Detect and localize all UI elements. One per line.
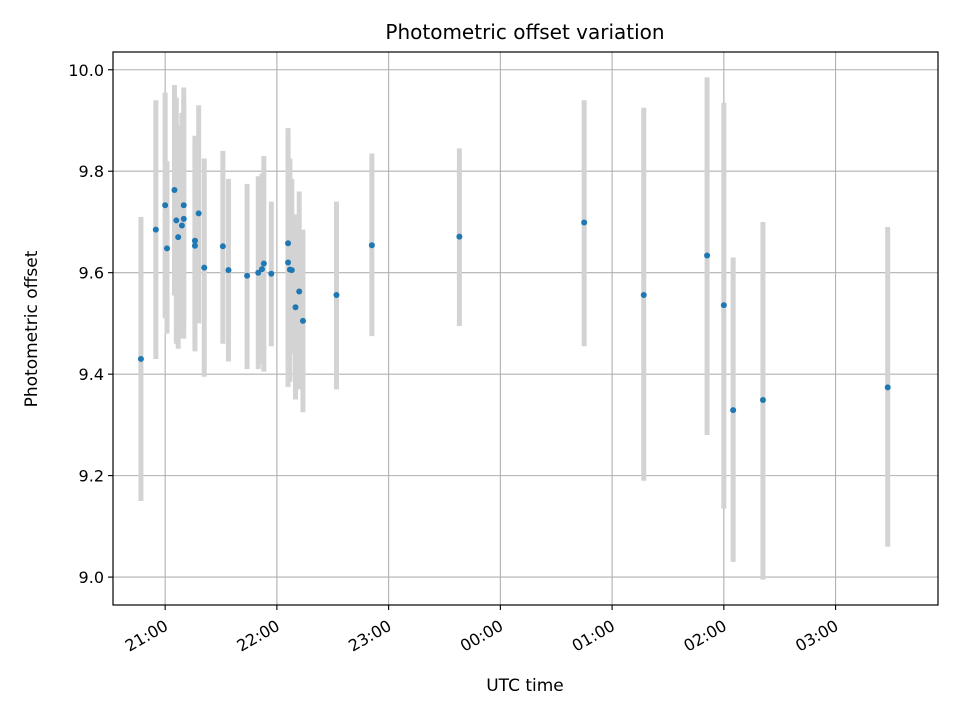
data-point bbox=[225, 267, 232, 274]
data-point bbox=[201, 264, 208, 271]
y-tick-label: 9.2 bbox=[79, 467, 104, 486]
chart-title: Photometric offset variation bbox=[385, 20, 664, 44]
data-point bbox=[285, 240, 292, 247]
data-point bbox=[219, 243, 226, 250]
plot-frame bbox=[112, 51, 939, 606]
data-point bbox=[456, 233, 463, 240]
data-point bbox=[164, 245, 171, 252]
data-point bbox=[759, 397, 766, 404]
data-point bbox=[640, 292, 647, 299]
data-point bbox=[162, 202, 169, 209]
grid-layer bbox=[113, 52, 938, 605]
data-point bbox=[258, 266, 265, 273]
y-tick-label: 9.0 bbox=[79, 568, 104, 587]
data-point bbox=[260, 260, 267, 267]
point-layer bbox=[137, 186, 891, 414]
data-point bbox=[191, 242, 198, 249]
y-tick-label: 10.0 bbox=[68, 61, 104, 80]
data-point bbox=[195, 210, 202, 217]
data-point bbox=[333, 292, 340, 299]
y-tick-label: 9.6 bbox=[79, 264, 104, 283]
data-point bbox=[180, 202, 187, 209]
data-point bbox=[285, 259, 292, 266]
data-point bbox=[152, 226, 159, 233]
data-point bbox=[178, 222, 185, 229]
data-point bbox=[288, 267, 295, 274]
data-point bbox=[191, 237, 198, 244]
x-axis-label: UTC time bbox=[486, 676, 564, 696]
data-point bbox=[581, 219, 588, 226]
data-point bbox=[704, 252, 711, 259]
data-point bbox=[171, 186, 178, 193]
data-point bbox=[299, 317, 306, 324]
y-tick-label: 9.4 bbox=[79, 365, 104, 384]
data-point bbox=[175, 234, 182, 241]
y-tick-label: 9.8 bbox=[79, 162, 104, 181]
data-point bbox=[296, 288, 303, 295]
data-point bbox=[720, 302, 727, 309]
data-point bbox=[368, 242, 375, 249]
data-point bbox=[730, 407, 737, 414]
data-point bbox=[173, 217, 180, 224]
data-point bbox=[244, 272, 251, 279]
y-axis-label: Photometric offset bbox=[22, 250, 42, 407]
data-point bbox=[292, 304, 299, 311]
data-point bbox=[137, 355, 144, 362]
plot-area bbox=[113, 52, 938, 605]
data-point bbox=[268, 270, 275, 277]
data-point bbox=[255, 269, 262, 276]
data-point bbox=[180, 215, 187, 222]
data-point bbox=[884, 384, 891, 391]
